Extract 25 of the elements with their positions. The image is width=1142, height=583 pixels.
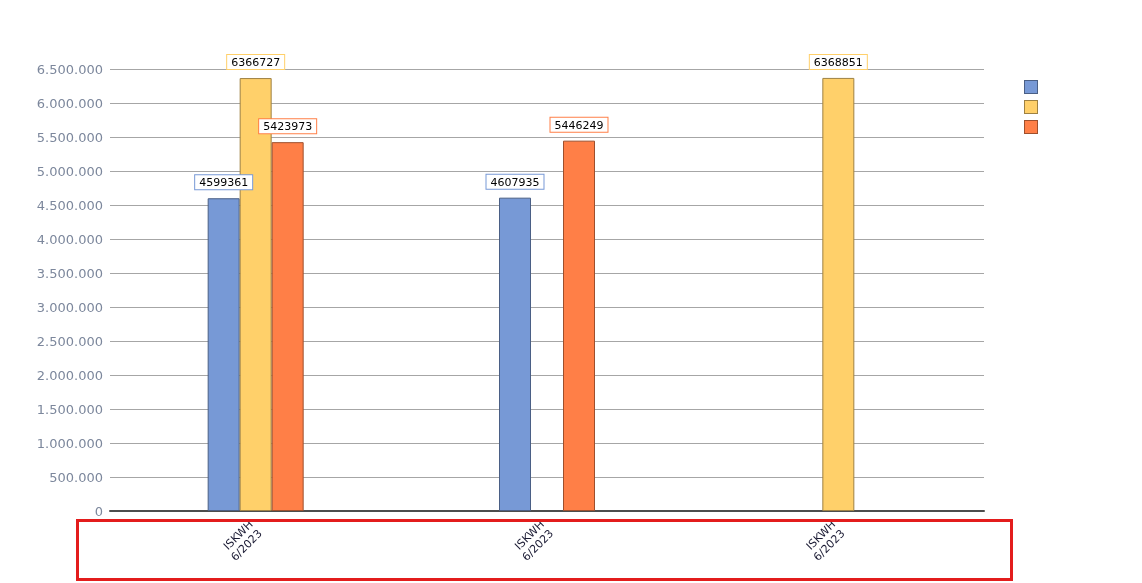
y-tick-label: 6.000.000: [36, 95, 103, 111]
y-tick-label: 3.000.000: [36, 299, 103, 315]
data-label: 6368851: [813, 55, 863, 69]
data-label: 4607935: [490, 175, 540, 189]
y-tick-label: 2.000.000: [36, 367, 103, 383]
y-tick-label: 2.500.000: [36, 333, 103, 349]
y-tick-label: 0: [94, 503, 103, 519]
y-tick-label: 6.500.000: [36, 61, 103, 77]
y-tick-label: 5.000.000: [36, 163, 103, 179]
bar: [271, 142, 304, 511]
bar: [563, 140, 595, 511]
data-label: 5446249: [554, 118, 604, 132]
y-tick-label: 4.000.000: [36, 231, 103, 247]
bar: [499, 197, 531, 511]
bar: [822, 77, 855, 511]
y-tick-label: 1.500.000: [36, 401, 103, 417]
y-tick-label: 1.000.000: [36, 435, 103, 451]
data-label: 6366727: [231, 56, 281, 70]
data-label: 4599361: [199, 176, 249, 190]
y-tick-label: 3.500.000: [36, 265, 103, 281]
y-tick-label: 4.500.000: [36, 197, 103, 213]
bar: [207, 198, 240, 511]
data-label: 5423973: [263, 120, 313, 134]
y-tick-label: 5.500.000: [36, 129, 103, 145]
y-tick-label: 500.000: [49, 469, 103, 485]
